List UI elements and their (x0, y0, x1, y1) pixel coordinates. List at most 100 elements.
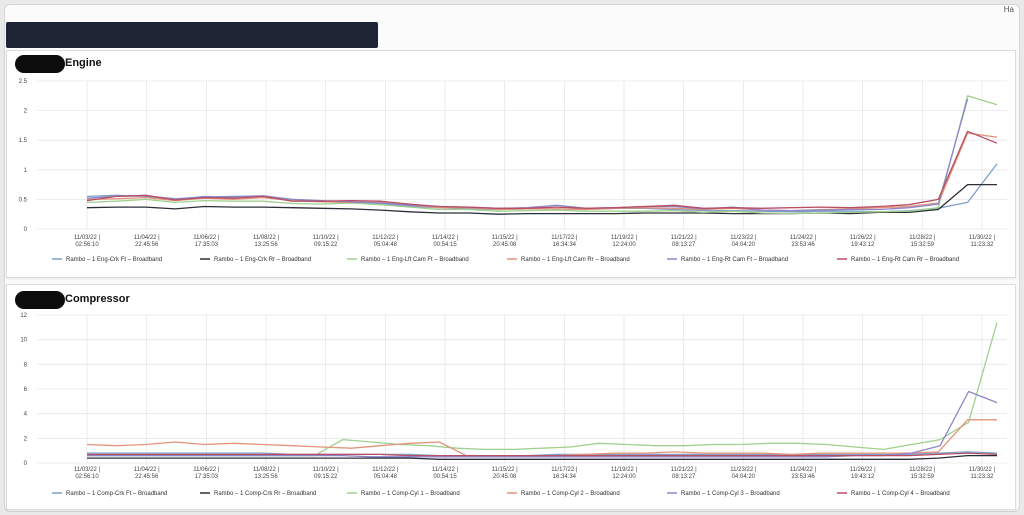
y-tick-label: 2 (24, 436, 28, 442)
x-tick-label: 02:56:10 (75, 474, 99, 480)
legend-label: Rambo – 1 Eng-Crk Ft – Broadband (66, 257, 162, 263)
x-tick-label: 11/12/22 | (372, 467, 399, 473)
x-tick-label: 11/14/22 | (432, 467, 459, 473)
x-tick-label: 19:43:12 (851, 474, 875, 480)
y-tick-label: 12 (20, 313, 27, 319)
legend-label: Rambo – 1 Comp-Crk Ft – Broadband (66, 491, 167, 497)
x-tick-label: 11/21/22 | (671, 235, 698, 241)
x-tick-label: 11:23:32 (971, 474, 995, 480)
x-tick-label: 16:34:34 (553, 242, 577, 248)
y-tick-label: 0 (24, 227, 28, 233)
x-tick-label: 11/28/22 | (909, 467, 936, 473)
x-tick-label: 23:53:46 (791, 242, 815, 248)
x-tick-label: 11/06/22 | (193, 235, 220, 241)
x-tick-label: 11/10/22 | (313, 467, 340, 473)
x-tick-label: 11/06/22 | (193, 467, 220, 473)
y-tick-label: 2 (24, 109, 28, 115)
y-tick-label: 10 (20, 338, 27, 344)
x-tick-label: 19:43:12 (851, 242, 875, 248)
series-line (86, 98, 969, 212)
x-tick-label: 05:04:48 (374, 242, 398, 248)
y-tick-label: 1.5 (19, 138, 28, 144)
x-tick-label: 11/26/22 | (850, 235, 877, 241)
series-line (86, 132, 998, 212)
redacted-label (15, 55, 65, 73)
legend-label: Rambo – 1 Eng-Lft Cam Rr – Broadband (521, 257, 630, 263)
legend-label: Rambo – 1 Eng-Rt Cam Rr – Broadband (851, 257, 959, 263)
x-tick-label: 23:53:46 (791, 474, 815, 480)
series-line (87, 452, 998, 457)
x-tick-label: 11/17/22 | (551, 235, 578, 241)
legend-label: Rambo – 1 Eng-Lft Cam Ft – Broadband (361, 257, 469, 263)
x-tick-label: 08:13:27 (672, 242, 696, 248)
compressor-chart-title: Compressor (65, 293, 130, 305)
x-tick-label: 09:15:22 (314, 242, 338, 248)
redacted-label (15, 291, 65, 309)
series-line (87, 454, 997, 460)
x-tick-label: 11/28/22 | (909, 235, 936, 241)
x-tick-label: 11/24/22 | (790, 235, 817, 241)
x-tick-label: 11/12/22 | (372, 235, 399, 241)
x-tick-label: 11/17/22 | (551, 467, 578, 473)
compressor-panel: Compressor 0 2 4 6 8 10 12 11/03/22 | 02:56:10 11… (6, 284, 1016, 510)
y-tick-label: 0 (24, 461, 28, 467)
legend-label: Rambo – 1 Eng-Rt Cam Ft – Broadband (681, 257, 788, 263)
x-tick-label: 13:25:56 (254, 242, 278, 248)
x-tick-label: 15:32:59 (911, 242, 935, 248)
x-tick-label: 09:15:22 (314, 474, 338, 480)
engine-chart-title: Engine (65, 57, 102, 69)
x-tick-label: 12:24:00 (612, 474, 636, 480)
legend-label: Rambo – 1 Comp-Cyl 2 – Broadband (521, 491, 620, 497)
y-tick-label: 6 (24, 387, 28, 393)
series-line (86, 130, 998, 209)
x-tick-label: 11/15/22 | (492, 235, 519, 241)
x-tick-label: 04:04:20 (732, 474, 756, 480)
x-tick-label: 02:56:10 (75, 242, 99, 248)
x-tick-label: 11/30/22 | (969, 467, 996, 473)
series-line (86, 95, 998, 215)
series-line (86, 183, 997, 215)
legend-label: Rambo – 1 Comp-Cyl 1 – Broadband (361, 491, 460, 497)
x-tick-label: 15:32:59 (911, 474, 935, 480)
y-tick-label: 0.5 (19, 197, 28, 203)
legend-label: Rambo – 1 Comp-Crk Rr – Broadband (214, 491, 316, 497)
y-tick-label: 2.5 (19, 79, 28, 85)
x-tick-label: 13:25:56 (254, 474, 278, 480)
x-tick-label: 11/23/22 | (730, 467, 757, 473)
series-line (86, 163, 998, 213)
x-tick-label: 11/19/22 | (611, 467, 638, 473)
x-tick-label: 11/21/22 | (671, 467, 698, 473)
x-tick-label: 11/19/22 | (611, 235, 638, 241)
x-tick-label: 11:23:32 (971, 242, 995, 248)
x-tick-label: 11/08/22 | (253, 467, 280, 473)
engine-chart: 0 0.5 1 1.5 2 2.5 11/03/22 |02:56:10 11/04/22 |… (19, 79, 1007, 263)
x-tick-label: 17:35:03 (195, 474, 219, 480)
legend-label: Rambo – 1 Comp-Cyl 4 – Broadband (851, 491, 950, 497)
legend-label: Rambo – 1 Comp-Cyl 3 – Broadband (681, 491, 780, 497)
x-tick-label: 22:45:56 (135, 474, 159, 480)
x-tick-label: 08:13:27 (672, 474, 696, 480)
x-tick-label: 12:24:00 (612, 242, 636, 248)
x-tick-label: 00:54:15 (433, 242, 457, 248)
y-tick-label: 8 (24, 362, 28, 368)
engine-panel: Engine 0 0.5 1 1.5 2 2.5 11/03/22 | 02:56:10 11/… (6, 50, 1016, 278)
x-tick-label: 20:45:08 (493, 474, 517, 480)
x-tick-label: 11/04/22 | (134, 467, 161, 473)
compressor-chart: 0 2 4 6 8 10 12 11/03/22 |02:56:10 11/04/22 |22:… (20, 313, 1007, 497)
x-tick-label: 22:45:56 (135, 242, 159, 248)
x-tick-label: 11/03/22 | (74, 467, 101, 473)
x-tick-label: 16:34:34 (553, 474, 577, 480)
x-tick-label: 11/23/22 | (730, 235, 757, 241)
x-tick-label: 11/24/22 | (790, 467, 817, 473)
corner-text: Ha (1003, 5, 1014, 14)
x-tick-label: 11/03/22 | (74, 235, 101, 241)
y-tick-label: 4 (24, 412, 28, 418)
x-tick-label: 11/15/22 | (492, 467, 519, 473)
legend-label: Rambo – 1 Eng-Crk Rr – Broadband (214, 257, 311, 263)
x-tick-label: 11/04/22 | (134, 235, 161, 241)
x-tick-label: 11/30/22 | (969, 235, 996, 241)
x-tick-label: 11/26/22 | (850, 467, 877, 473)
x-tick-label: 17:35:03 (195, 242, 219, 248)
x-tick-label: 11/10/22 | (313, 235, 340, 241)
x-tick-label: 11/08/22 | (253, 235, 280, 241)
